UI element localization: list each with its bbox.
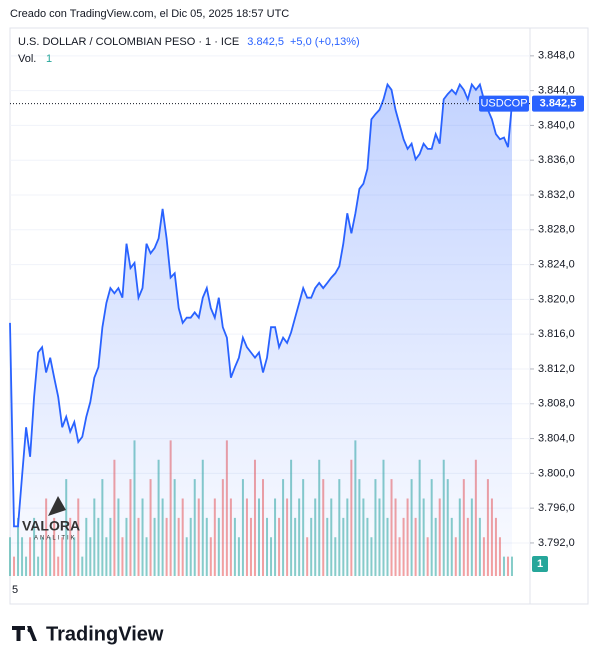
footer-brand: TradingView: [46, 623, 164, 645]
price-badge: [532, 95, 584, 112]
symbol-badge: [479, 95, 529, 112]
y-tick-label: 3.824,0: [538, 259, 575, 271]
header-text: Creado con TradingView.com, el Dic 05, 2…: [10, 8, 289, 20]
plot-area: 3.848,0 3.844,0 3.840,0 3.836,0 3.832,0 3.828…: [9, 50, 584, 576]
price-badge-label: 3.842,5: [540, 98, 577, 110]
volume-badge: [532, 556, 548, 572]
y-tick-label: 3.796,0: [538, 502, 575, 514]
volume-badge-label: 1: [537, 558, 543, 570]
x-tick-label: 5: [12, 584, 18, 596]
overlay: U.S. DOLLAR / COLOMBIAN PESO · 1 · ICE 3…: [12, 36, 360, 596]
y-tick-label: 3.848,0: [538, 50, 575, 62]
price-area: [10, 84, 512, 576]
y-tick-label: 3.808,0: [538, 398, 575, 410]
chart-title: U.S. DOLLAR / COLOMBIAN PESO · 1 · ICE: [18, 36, 239, 48]
watermark-name: VALORA: [22, 518, 80, 534]
volume-legend-name: Vol.: [18, 53, 36, 65]
volume-legend-value: 1: [46, 53, 52, 65]
y-tick-label: 3.816,0: [538, 328, 575, 340]
y-tick-label: 3.840,0: [538, 119, 575, 131]
y-tick-label: 3.812,0: [538, 363, 575, 375]
y-tick-label: 3.804,0: [538, 432, 575, 444]
last-price: 3.842,5: [247, 36, 284, 48]
y-tick-label: 3.836,0: [538, 154, 575, 166]
watermark-sub: ANALITIK: [34, 536, 77, 542]
footer-logo: TradingView: [12, 623, 164, 645]
tv-logo-dot: [27, 627, 33, 633]
y-tick-label: 3.820,0: [538, 293, 575, 305]
y-tick-label: 3.828,0: [538, 224, 575, 236]
price-change: +5,0 (+0,13%): [290, 36, 360, 48]
symbol-badge-label: USDCOP: [480, 98, 527, 110]
y-tick-label: 3.792,0: [538, 537, 575, 549]
y-tick-label: 3.844,0: [538, 85, 575, 97]
price-line: [9, 82, 513, 528]
watermark-logo: [48, 496, 66, 516]
y-tick-label: 3.800,0: [538, 467, 575, 479]
y-tick-label: 3.832,0: [538, 189, 575, 201]
chart-frame: [9, 27, 589, 605]
